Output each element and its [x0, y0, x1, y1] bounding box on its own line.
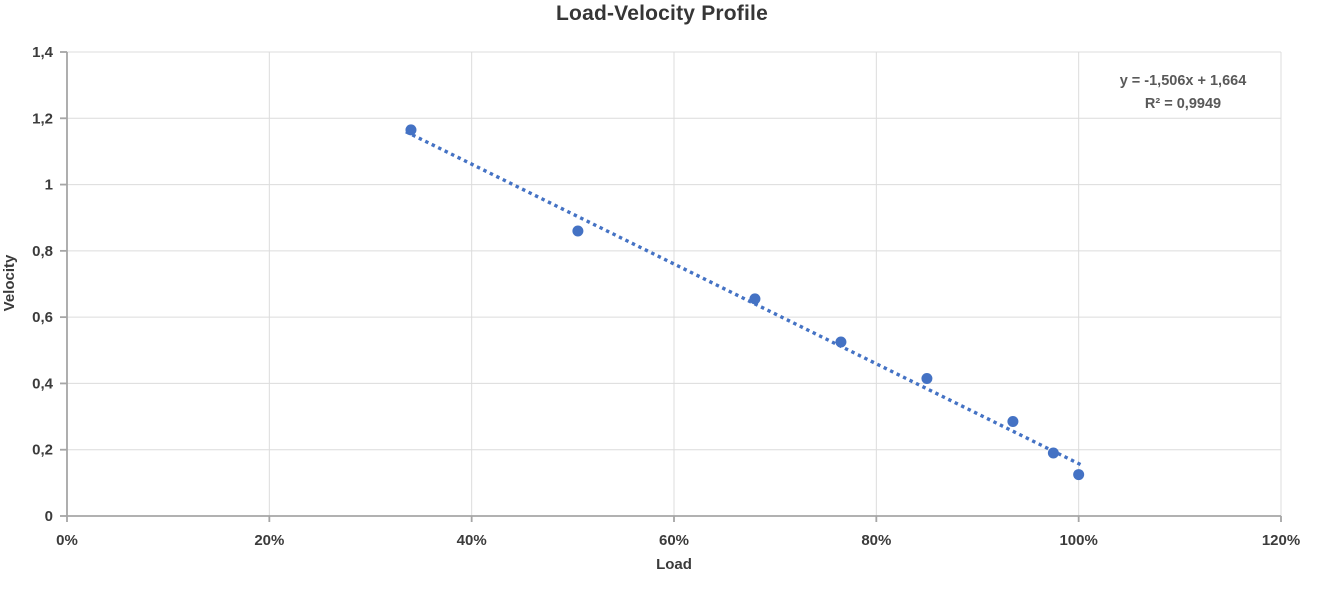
y-tick-label: 1,4 — [32, 44, 54, 61]
data-points — [405, 124, 1085, 481]
data-point[interactable] — [921, 372, 933, 384]
x-tick-label: 60% — [659, 532, 689, 549]
data-point[interactable] — [1007, 416, 1019, 428]
trendline-equation-label: y = -1,506x + 1,664 R² = 0,9949 — [1078, 70, 1288, 116]
trendline-r-squared-text: R² = 0,9949 — [1144, 96, 1222, 112]
y-tick-label: 0 — [45, 508, 53, 525]
y-tick-label: 1,2 — [32, 110, 53, 127]
data-point[interactable] — [1073, 469, 1085, 481]
chart-title: Load-Velocity Profile — [556, 2, 768, 25]
x-axis-title: Load — [656, 556, 692, 573]
data-point[interactable] — [1047, 447, 1059, 459]
y-axis-title: Velocity — [1, 254, 18, 312]
trendline[interactable] — [405, 130, 1085, 468]
x-tick-label: 0% — [56, 532, 78, 549]
gridlines — [67, 51, 1282, 516]
y-tick-labels: 0 0,2 0,4 0,6 0,8 1 1,2 1,4 — [32, 44, 54, 525]
x-tick-labels: 0% 20% 40% 60% 80% 100% 120% — [56, 532, 1300, 549]
trendline-equation-text: y = -1,506x + 1,664 — [1119, 73, 1247, 89]
y-tick-label: 0,4 — [32, 375, 54, 392]
y-tick-label: 0,8 — [32, 243, 53, 260]
x-tick-label: 20% — [254, 532, 284, 549]
data-point[interactable] — [405, 124, 417, 136]
y-tick-label: 0,6 — [32, 309, 53, 326]
data-point[interactable] — [572, 225, 584, 237]
axes — [60, 51, 1282, 522]
y-tick-label: 1 — [45, 177, 53, 194]
x-tick-label: 80% — [861, 532, 891, 549]
x-tick-label: 40% — [457, 532, 487, 549]
data-point[interactable] — [835, 336, 847, 348]
x-tick-label: 100% — [1059, 532, 1097, 549]
y-tick-label: 0,2 — [32, 442, 53, 459]
x-tick-label: 120% — [1262, 532, 1300, 549]
data-point[interactable] — [749, 293, 761, 305]
